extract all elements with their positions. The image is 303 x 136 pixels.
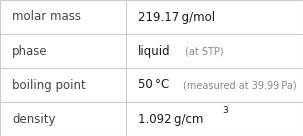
Text: density: density	[12, 112, 56, 126]
Text: (at STP): (at STP)	[185, 46, 223, 56]
Text: 50 °C: 50 °C	[138, 78, 169, 92]
Text: liquid: liquid	[138, 44, 171, 58]
Text: phase: phase	[12, 44, 48, 58]
Text: molar mass: molar mass	[12, 10, 81, 24]
Text: 3: 3	[222, 106, 228, 115]
Text: 1.092 g/cm: 1.092 g/cm	[138, 112, 203, 126]
Text: (measured at 39.99 Pa): (measured at 39.99 Pa)	[183, 80, 296, 90]
Text: 219.17 g/mol: 219.17 g/mol	[138, 10, 215, 24]
Text: boiling point: boiling point	[12, 78, 86, 92]
